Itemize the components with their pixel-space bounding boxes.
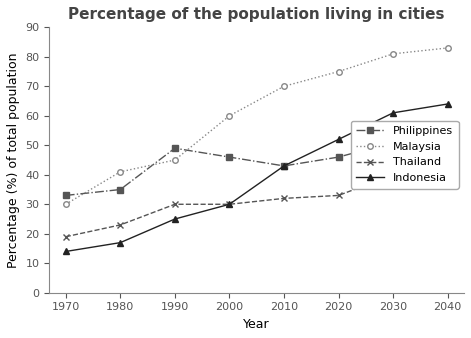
Malaysia [281,84,287,88]
Thailand [281,196,287,200]
Thailand [445,143,450,147]
Indonesia [336,137,341,141]
X-axis label: Year: Year [244,318,270,331]
Philippines [117,188,123,192]
Malaysia [117,170,123,174]
Indonesia [281,164,287,168]
Philippines [227,155,232,159]
Malaysia [445,46,450,50]
Thailand [390,173,396,177]
Malaysia [390,52,396,56]
Indonesia [117,241,123,245]
Indonesia [172,217,178,221]
Malaysia [336,70,341,74]
Philippines [445,123,450,127]
Philippines [390,140,396,144]
Y-axis label: Percentage (%) of total population: Percentage (%) of total population [7,52,20,268]
Indonesia [63,249,69,254]
Thailand [172,202,178,206]
Malaysia [227,114,232,118]
Thailand [117,223,123,227]
Legend: Philippines, Malaysia, Thailand, Indonesia: Philippines, Malaysia, Thailand, Indones… [350,121,458,189]
Line: Thailand: Thailand [62,142,451,240]
Philippines [172,146,178,150]
Philippines [63,193,69,197]
Line: Malaysia: Malaysia [63,45,450,207]
Thailand [227,202,232,206]
Thailand [63,235,69,239]
Malaysia [63,202,69,206]
Philippines [336,155,341,159]
Indonesia [390,111,396,115]
Thailand [336,193,341,197]
Malaysia [172,158,178,162]
Line: Philippines: Philippines [63,122,450,198]
Line: Indonesia: Indonesia [63,101,450,254]
Indonesia [445,102,450,106]
Indonesia [227,202,232,206]
Title: Percentage of the population living in cities: Percentage of the population living in c… [68,7,445,22]
Philippines [281,164,287,168]
